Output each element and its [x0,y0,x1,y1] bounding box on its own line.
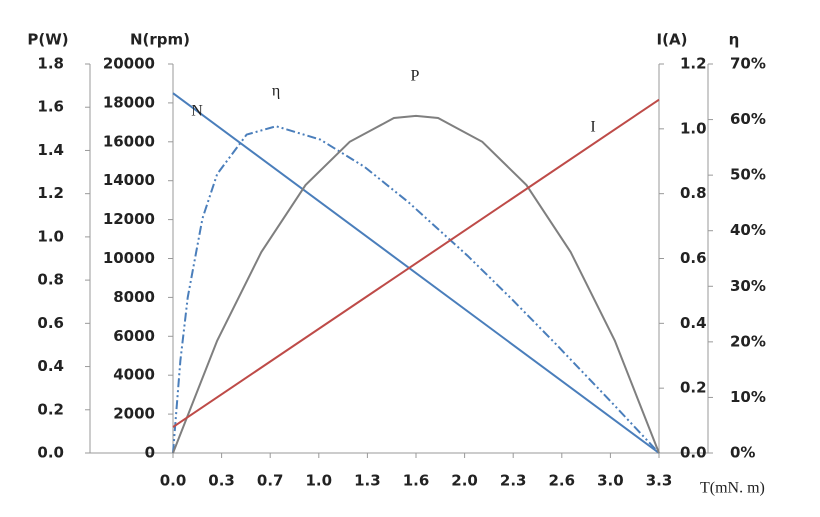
y-tick-label: 1.0 [680,119,707,137]
x-tick-label: 2.6 [549,472,576,490]
series-line [172,92,660,454]
y-tick-label: 40% [730,221,766,239]
y-tick-label: 1.8 [37,55,64,73]
y-tick-label: 0.2 [680,379,707,397]
y-axis-title: N(rpm) [130,31,190,49]
x-tick-label: 0.0 [160,472,187,490]
y-tick-label: 16000 [103,132,155,150]
y-tick-label: 0 [145,444,155,462]
x-tick-label: 2.0 [451,472,478,490]
y-tick-label: 18000 [103,93,155,111]
x-tick-label: 1.3 [354,472,381,490]
x-tick-label: 1.6 [403,472,430,490]
y-tick-label: 2000 [113,405,155,423]
y-axis-title: I(A) [657,31,688,49]
y-tick-label: 0% [730,444,755,462]
y-tick-label: 60% [730,110,766,128]
series-line [172,125,660,454]
y-tick-label: 1.2 [680,55,707,73]
y-tick-label: 10000 [103,249,155,267]
x-tick-label: 3.3 [646,472,673,490]
y-tick-label: 0.4 [37,357,64,375]
x-tick-label: 0.7 [257,472,284,490]
y-tick-label: 12000 [103,210,155,228]
y-tick-label: 20% [730,332,766,350]
y-tick-label: 10% [730,388,766,406]
x-axis-title: T(mN. m) [700,480,765,497]
y-tick-label: 50% [730,166,766,184]
y-tick-label: 0.6 [37,314,64,332]
y-tick-label: 4000 [113,366,155,384]
series-label: N [191,103,203,120]
x-tick-label: 0.3 [208,472,235,490]
y-tick-label: 1.2 [37,184,64,202]
x-tick-label: 3.0 [597,472,624,490]
y-tick-label: 1.4 [37,141,64,159]
y-tick-label: 8000 [113,288,155,306]
x-tick-label: 2.3 [500,472,527,490]
series-line [172,98,660,428]
y-axis-title: P(W) [27,31,68,49]
y-tick-label: 70% [730,55,766,73]
y-tick-label: 1.0 [37,227,64,245]
x-tick-label: 1.0 [306,472,333,490]
y-tick-label: 14000 [103,171,155,189]
y-tick-label: 0.0 [680,444,707,462]
series-label: η [272,83,280,100]
series-line [172,114,660,454]
y-tick-label: 30% [730,277,766,295]
series-label: I [590,119,595,136]
y-tick-label: 0.6 [680,249,707,267]
y-tick-label: 0.4 [680,314,707,332]
y-tick-label: 0.0 [37,444,64,462]
y-tick-label: 6000 [113,327,155,345]
y-axis-title: η [729,31,740,49]
y-tick-label: 0.8 [680,184,707,202]
y-tick-label: 1.6 [37,98,64,116]
y-tick-label: 20000 [103,55,155,73]
series-label: P [411,68,420,85]
y-tick-label: 0.2 [37,400,64,418]
y-tick-label: 0.8 [37,271,64,289]
